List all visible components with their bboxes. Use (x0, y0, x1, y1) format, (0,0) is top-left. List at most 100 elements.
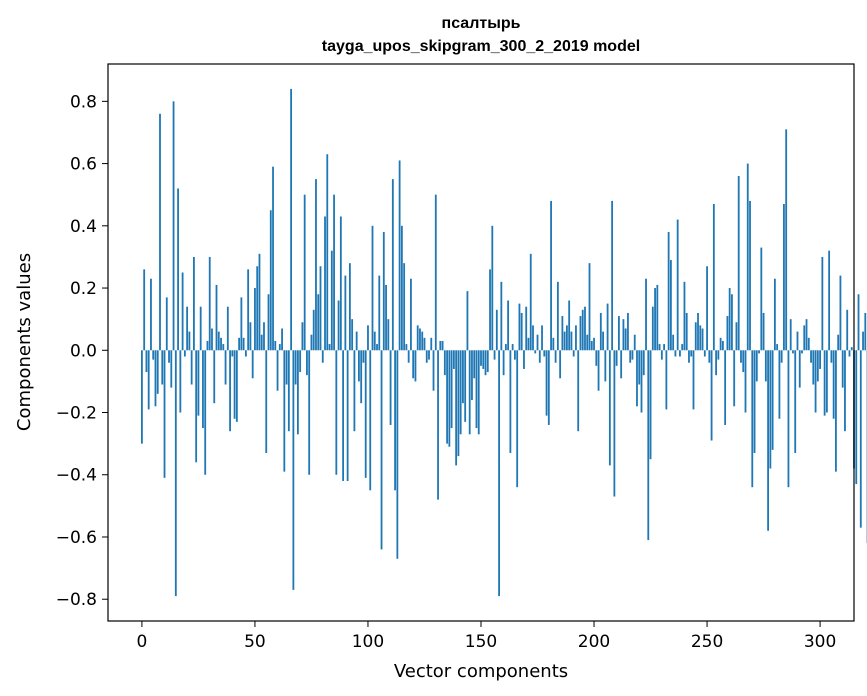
bar-172 (529, 253, 532, 351)
bar-267 (744, 350, 747, 413)
bar-251 (708, 350, 711, 363)
bar-43 (238, 337, 241, 351)
bar-204 (602, 331, 604, 351)
bar-221 (640, 350, 643, 413)
bar-181 (550, 200, 552, 351)
bar-214 (624, 328, 627, 351)
bar-258 (724, 350, 727, 425)
bar-283 (780, 350, 783, 363)
bar-152 (484, 350, 487, 376)
y-tick-label: −0.4 (56, 466, 97, 486)
bar-91 (346, 350, 349, 481)
bar-61 (278, 344, 281, 351)
bar-38 (226, 306, 229, 351)
bar-75 (310, 334, 313, 351)
bar-71 (301, 322, 304, 351)
bar-178 (543, 350, 546, 357)
bar-18 (181, 272, 184, 351)
bar-153 (486, 350, 489, 373)
bar-34 (217, 331, 220, 351)
y-tick-label: −0.8 (56, 590, 97, 610)
bar-67 (292, 350, 295, 590)
bar-190 (570, 331, 573, 351)
bar-257 (721, 340, 724, 351)
bar-293 (803, 325, 806, 351)
bar-138 (452, 350, 455, 369)
bar-285 (785, 129, 788, 351)
bar-300 (819, 350, 821, 369)
bar-110 (389, 350, 392, 425)
bar-101 (369, 350, 372, 491)
bar-176 (538, 350, 541, 363)
bar-36 (222, 344, 225, 351)
bar-165 (514, 350, 516, 360)
bar-164 (511, 344, 514, 351)
bar-77 (315, 179, 317, 351)
bar-26 (199, 306, 202, 351)
bar-301 (821, 256, 824, 351)
bar-232 (665, 350, 668, 410)
bar-254 (715, 350, 718, 376)
bar-54 (263, 322, 265, 351)
bar-275 (762, 312, 765, 351)
bar-113 (396, 350, 399, 559)
bar-10 (163, 350, 166, 478)
bar-29 (206, 340, 209, 351)
bar-106 (380, 350, 383, 550)
bar-17 (179, 350, 182, 413)
bar-210 (615, 350, 618, 366)
bar-198 (588, 263, 591, 351)
bar-253 (712, 204, 715, 351)
bar-68 (294, 350, 297, 385)
bar-86 (335, 350, 338, 475)
bar-259 (726, 316, 729, 351)
x-tick-label: 150 (465, 632, 497, 652)
bar-281 (776, 344, 779, 351)
bar-13 (170, 350, 173, 388)
bar-83 (328, 344, 331, 351)
bar-239 (681, 344, 684, 351)
bar-298 (814, 350, 817, 413)
bar-217 (631, 350, 634, 360)
bar-271 (753, 350, 756, 453)
bar-35 (220, 337, 222, 351)
bar-102 (371, 225, 374, 351)
bar-97 (360, 350, 363, 404)
bar-82 (326, 154, 329, 351)
bar-69 (296, 350, 299, 435)
bar-292 (801, 350, 803, 354)
bar-92 (348, 263, 351, 351)
bar-133 (441, 340, 444, 351)
bar-242 (688, 350, 690, 363)
bar-37 (224, 350, 227, 385)
bar-316 (855, 350, 858, 485)
bar-125 (423, 337, 426, 351)
bar-78 (317, 294, 320, 351)
bar-173 (532, 325, 534, 351)
y-axis-label: Components values (14, 253, 35, 431)
bar-227 (654, 288, 656, 351)
chart-title-line-2: tayga_upos_skipgram_300_2_2019 model (322, 38, 640, 55)
bar-84 (330, 250, 333, 351)
bar-131 (437, 350, 439, 500)
bar-200 (593, 337, 595, 351)
bar-64 (285, 350, 288, 385)
bar-27 (202, 350, 204, 429)
bar-226 (651, 306, 654, 351)
bar-311 (844, 350, 846, 432)
bar-28 (204, 350, 207, 475)
bar-262 (733, 350, 736, 407)
bar-317 (857, 294, 860, 351)
bar-130 (434, 194, 437, 351)
bar-306 (832, 350, 835, 419)
bar-3 (147, 350, 150, 410)
bar-310 (841, 350, 844, 388)
bar-276 (764, 350, 767, 382)
y-tick-label: 0.4 (70, 217, 97, 237)
bar-141 (459, 350, 462, 435)
bar-302 (823, 350, 826, 416)
bar-274 (760, 247, 763, 351)
bar-111 (391, 179, 394, 351)
bar-183 (554, 350, 557, 363)
bar-309 (839, 275, 842, 351)
